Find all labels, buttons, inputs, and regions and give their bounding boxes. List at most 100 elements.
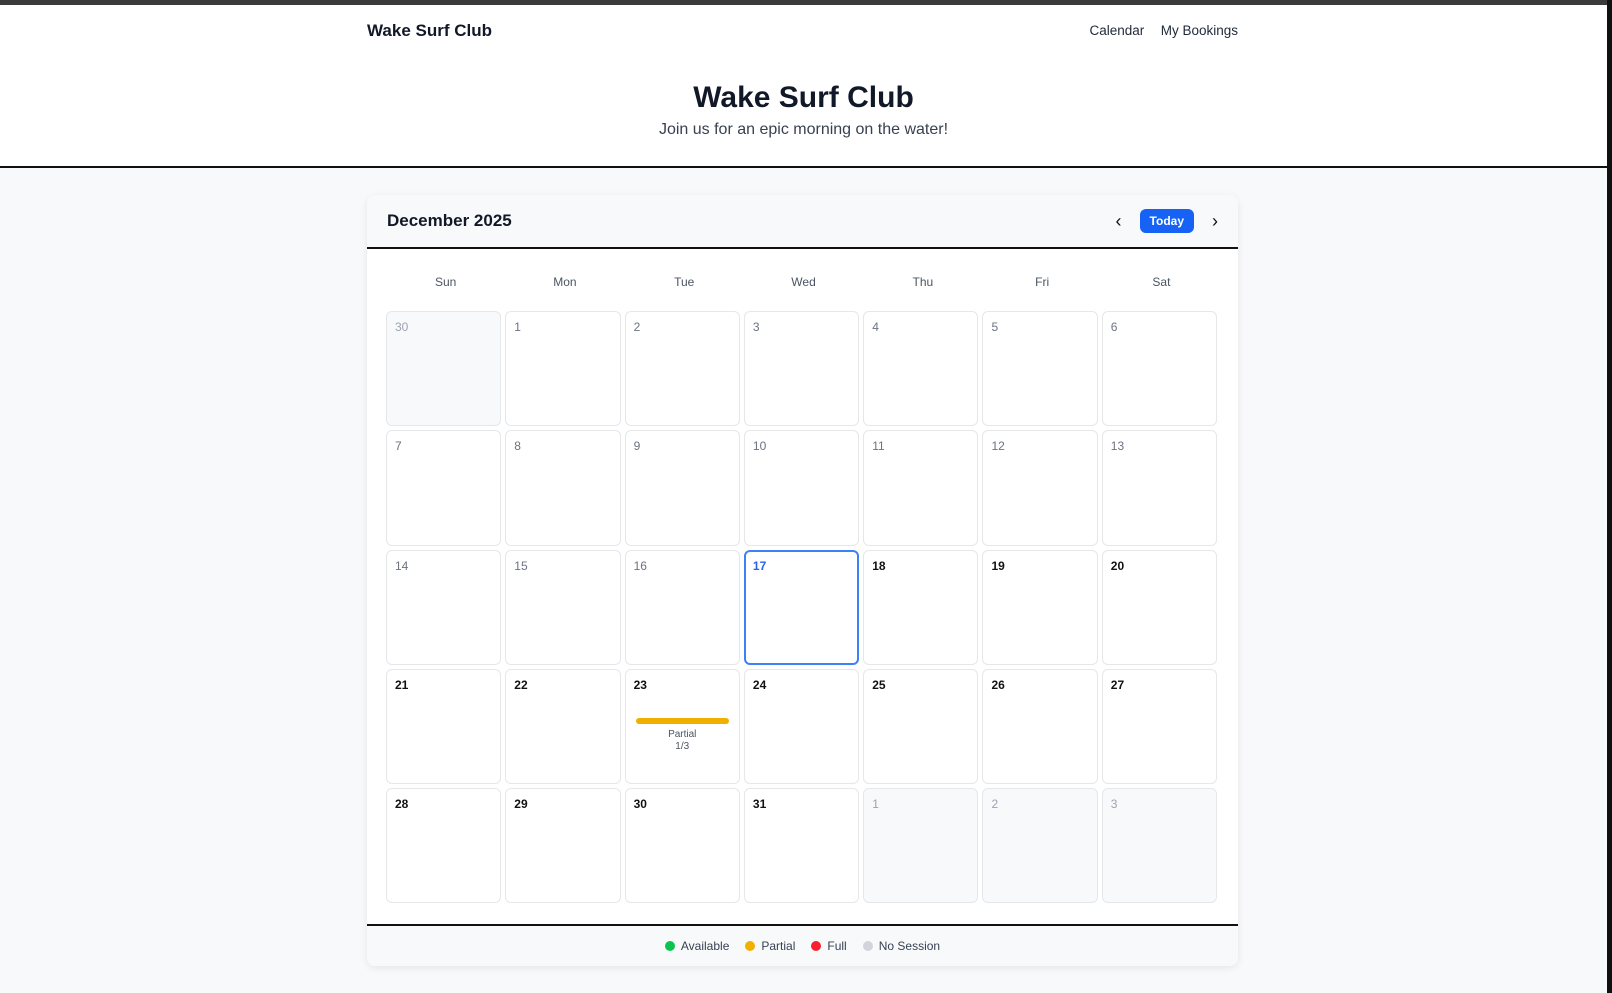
day-cell[interactable]: 28 — [386, 788, 502, 904]
day-cell[interactable]: 21 — [386, 668, 502, 785]
day-cell[interactable]: 5 — [982, 311, 1098, 427]
day-cell[interactable]: 2 — [982, 788, 1098, 904]
chevron-right-icon[interactable]: › — [1212, 210, 1218, 231]
weekday-label: Thu — [912, 275, 934, 289]
day-cell[interactable]: 6 — [1101, 311, 1218, 427]
day-number: 5 — [991, 320, 999, 334]
day-number: 20 — [1110, 558, 1125, 573]
site-header: Wake Surf Club Calendar My Bookings Wake… — [0, 5, 1607, 168]
brand-logo[interactable]: Wake Surf Club — [367, 21, 492, 40]
page-subtitle: Join us for an epic morning on the water… — [658, 121, 949, 138]
session-count: 1/3 — [675, 740, 690, 752]
chevron-left-icon[interactable]: ‹ — [1115, 210, 1122, 231]
weekday-label: Sat — [1152, 275, 1171, 289]
page-title: Wake Surf Club — [693, 81, 914, 114]
day-cell[interactable]: 27 — [1101, 668, 1218, 785]
day-number: 12 — [991, 439, 1005, 454]
day-number: 30 — [633, 797, 647, 812]
day-number: 2 — [633, 320, 641, 334]
day-cell[interactable]: 30 — [624, 788, 740, 904]
day-cell[interactable]: 14 — [386, 549, 502, 665]
day-cell[interactable]: 31 — [743, 788, 860, 904]
day-cell[interactable]: 30 — [386, 311, 502, 427]
day-number: 21 — [395, 677, 409, 692]
day-cell[interactable]: 7 — [386, 430, 502, 546]
session-indicator[interactable]: Partial 1/3 — [635, 717, 729, 753]
weekday-label: Wed — [791, 275, 816, 289]
day-cell[interactable]: 19 — [982, 549, 1098, 665]
legend: Available Partial Full No Session — [367, 924, 1238, 966]
day-number: 4 — [872, 320, 879, 334]
day-cell[interactable]: 1 — [863, 788, 979, 904]
day-cell[interactable]: 12 — [982, 430, 1098, 546]
legend-label: Available — [680, 939, 730, 953]
day-cell[interactable]: 20 — [1101, 549, 1218, 665]
day-number: 2 — [991, 797, 999, 812]
day-cell[interactable]: 3 — [1101, 788, 1218, 904]
day-cell[interactable]: 17 — [743, 549, 860, 665]
legend-label: No Session — [878, 939, 941, 953]
status-dot-icon — [745, 941, 756, 951]
day-cell[interactable]: 23 Partial 1/3 — [624, 668, 740, 785]
weekday-label: Tue — [674, 275, 695, 289]
legend-label: Full — [827, 939, 847, 953]
day-cell[interactable]: 25 — [863, 668, 979, 785]
day-cell[interactable]: 4 — [863, 311, 979, 427]
day-number: 30 — [395, 320, 409, 334]
day-cell[interactable]: 16 — [624, 549, 740, 665]
legend-item: Available — [664, 939, 730, 953]
day-cell[interactable]: 24 — [743, 668, 860, 785]
day-number: 11 — [872, 439, 885, 454]
day-number: 26 — [991, 677, 1005, 692]
day-cell[interactable]: 18 — [863, 549, 979, 665]
day-number: 14 — [395, 558, 409, 573]
day-number: 19 — [991, 558, 1005, 573]
navbar: Wake Surf Club Calendar My Bookings — [367, 21, 1238, 41]
status-dot-icon — [862, 941, 873, 951]
day-number: 27 — [1110, 677, 1125, 692]
day-number: 28 — [395, 797, 409, 812]
day-cell[interactable]: 13 — [1101, 430, 1218, 546]
day-cell[interactable]: 11 — [863, 430, 979, 546]
day-number: 3 — [1110, 797, 1118, 812]
weekday-label: Mon — [553, 275, 577, 289]
calendar-grid: 30 1 2 3 4 5 6 7 8 9 10 11 12 13 14 15 16 17 18 19 20 21 22 23 P… — [386, 311, 1218, 904]
day-number: 29 — [514, 797, 528, 812]
day-number: 23 — [633, 677, 647, 692]
legend-label: Partial — [761, 939, 796, 953]
day-cell[interactable]: 26 — [982, 668, 1098, 785]
weekday-label: Fri — [1035, 275, 1050, 289]
day-cell[interactable]: 1 — [505, 311, 621, 427]
calendar-card: December 2025 ‹ Today › Sun Mon Tue Wed Thu F… — [367, 195, 1238, 966]
day-cell[interactable]: 22 — [505, 668, 621, 785]
month-title: December 2025 — [387, 211, 512, 230]
day-number: 24 — [752, 677, 767, 692]
day-number: 9 — [633, 439, 641, 454]
nav-my-bookings[interactable]: My Bookings — [1160, 23, 1238, 38]
day-number: 18 — [872, 558, 886, 573]
scrollbar[interactable] — [1607, 0, 1612, 993]
day-number: 13 — [1110, 439, 1125, 454]
hero: Wake Surf Club Join us for an epic morni… — [0, 81, 1607, 139]
calendar-header: December 2025 ‹ Today › — [367, 195, 1238, 249]
day-number: 17 — [752, 558, 767, 573]
day-cell[interactable]: 15 — [505, 549, 621, 665]
legend-item: Partial — [745, 939, 795, 953]
day-cell[interactable]: 9 — [624, 430, 740, 546]
day-number: 16 — [633, 558, 647, 573]
day-cell[interactable]: 3 — [743, 311, 860, 427]
status-dot-icon — [811, 941, 822, 951]
nav-calendar[interactable]: Calendar — [1089, 23, 1145, 38]
day-cell[interactable]: 2 — [624, 311, 740, 427]
day-number: 10 — [752, 439, 767, 454]
day-cell[interactable]: 10 — [743, 430, 860, 546]
session-status: Partial — [668, 728, 697, 740]
day-number: 7 — [395, 439, 402, 454]
legend-item: No Session — [862, 939, 941, 953]
day-number: 1 — [514, 320, 521, 334]
day-number: 22 — [514, 677, 528, 692]
day-cell[interactable]: 29 — [505, 788, 621, 904]
day-cell[interactable]: 8 — [505, 430, 621, 546]
day-number: 1 — [872, 797, 879, 812]
today-button[interactable]: Today — [1139, 209, 1194, 233]
